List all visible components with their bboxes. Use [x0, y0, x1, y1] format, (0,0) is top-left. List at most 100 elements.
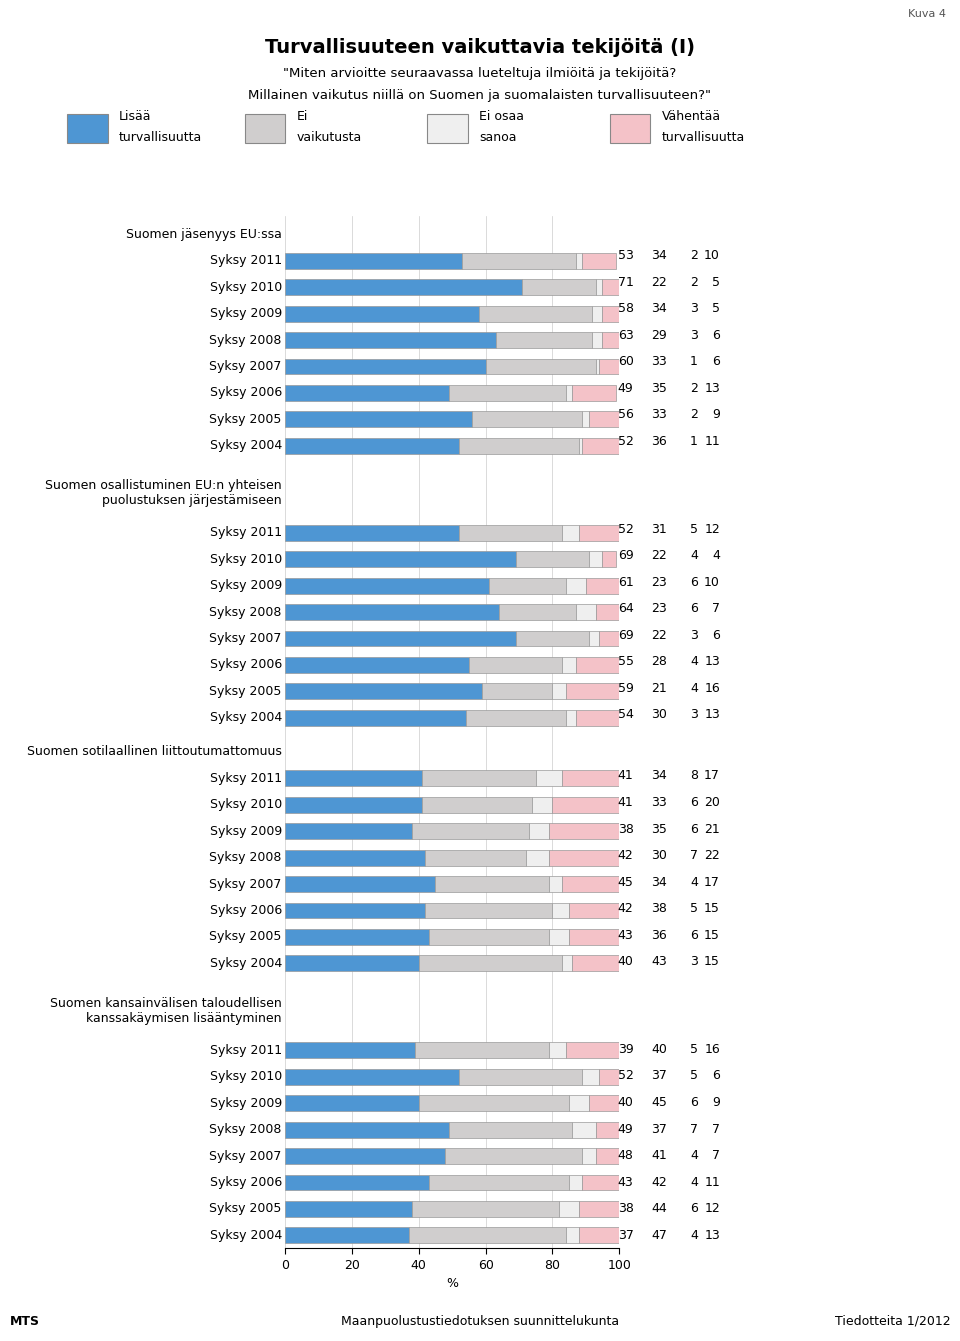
Bar — [285, 333, 495, 347]
Text: 6: 6 — [690, 602, 698, 616]
Bar — [285, 578, 489, 594]
Bar — [285, 603, 499, 620]
Text: Syksy 2011: Syksy 2011 — [209, 772, 282, 784]
Text: 49: 49 — [618, 382, 634, 396]
Text: Suomen sotilaallinen liittoutumattomuus: Suomen sotilaallinen liittoutumattomuus — [27, 746, 282, 759]
Text: 44: 44 — [652, 1202, 667, 1215]
Bar — [563, 955, 572, 971]
Bar — [572, 385, 616, 401]
Text: 69: 69 — [618, 550, 634, 562]
Text: 6: 6 — [712, 629, 720, 642]
Bar — [583, 253, 616, 268]
Bar — [526, 850, 549, 865]
Text: 47: 47 — [651, 1228, 667, 1242]
Bar — [468, 657, 563, 673]
Text: 6: 6 — [712, 329, 720, 342]
Text: Kuva 4: Kuva 4 — [907, 9, 946, 19]
Text: Lisää: Lisää — [119, 110, 152, 123]
Bar — [583, 1175, 619, 1191]
Text: Syksy 2009: Syksy 2009 — [209, 1097, 282, 1110]
Text: Syksy 2004: Syksy 2004 — [209, 439, 282, 452]
Text: 71: 71 — [617, 276, 634, 288]
Text: 6: 6 — [690, 575, 698, 589]
Text: 12: 12 — [705, 523, 720, 535]
Bar — [576, 253, 583, 268]
Bar — [583, 1148, 596, 1164]
Text: "Miten arvioitte seuraavassa lueteltuja ilmiöitä ja tekijöitä?: "Miten arvioitte seuraavassa lueteltuja … — [283, 67, 677, 80]
Text: 60: 60 — [617, 355, 634, 369]
Text: 37: 37 — [651, 1122, 667, 1136]
Text: 52: 52 — [617, 523, 634, 535]
Bar — [536, 771, 563, 786]
Bar — [449, 385, 565, 401]
Text: 7: 7 — [690, 1122, 698, 1136]
Text: Millainen vaikutus niillä on Suomen ja suomalaisten turvallisuuteen?": Millainen vaikutus niillä on Suomen ja s… — [249, 89, 711, 102]
Bar — [596, 1121, 619, 1137]
Bar — [459, 524, 563, 540]
Bar — [603, 279, 619, 295]
Bar — [285, 279, 522, 295]
Text: Syksy 2008: Syksy 2008 — [209, 334, 282, 346]
Bar — [285, 358, 486, 374]
Bar — [285, 437, 459, 453]
Bar — [482, 684, 552, 699]
Bar — [579, 1227, 622, 1243]
Bar — [285, 955, 419, 971]
Text: 59: 59 — [617, 681, 634, 695]
Text: Syksy 2007: Syksy 2007 — [209, 632, 282, 645]
Bar — [569, 902, 619, 919]
Bar — [489, 578, 565, 594]
Text: 42: 42 — [618, 849, 634, 862]
Text: 6: 6 — [712, 1069, 720, 1082]
Text: 22: 22 — [652, 629, 667, 642]
Bar — [449, 1121, 572, 1137]
Text: 40: 40 — [617, 955, 634, 968]
Text: Syksy 2010: Syksy 2010 — [209, 552, 282, 566]
Text: sanoa: sanoa — [479, 131, 516, 145]
Bar — [592, 306, 603, 322]
Text: Suomen kansainvälisen taloudellisen
kanssakäymisen lisääntyminen: Suomen kansainvälisen taloudellisen kans… — [50, 996, 282, 1025]
Text: 16: 16 — [705, 1043, 720, 1055]
Bar — [429, 1175, 569, 1191]
Text: 39: 39 — [618, 1043, 634, 1055]
Text: 6: 6 — [690, 1202, 698, 1215]
Text: 43: 43 — [618, 929, 634, 941]
Text: turvallisuutta: turvallisuutta — [119, 131, 203, 145]
Bar — [486, 358, 596, 374]
Text: 53: 53 — [617, 249, 634, 263]
Text: 13: 13 — [705, 1228, 720, 1242]
Text: 15: 15 — [704, 902, 720, 915]
Text: Syksy 2009: Syksy 2009 — [209, 579, 282, 593]
Bar — [603, 551, 616, 567]
Text: 34: 34 — [652, 249, 667, 263]
Bar — [589, 551, 603, 567]
Text: 34: 34 — [652, 302, 667, 315]
Text: 58: 58 — [617, 302, 634, 315]
Bar — [549, 929, 569, 945]
Text: Tiedotteita 1/2012: Tiedotteita 1/2012 — [835, 1314, 950, 1328]
Text: 40: 40 — [651, 1043, 667, 1055]
Text: 4: 4 — [690, 876, 698, 889]
Text: 34: 34 — [652, 876, 667, 889]
Text: Syksy 2008: Syksy 2008 — [209, 1124, 282, 1136]
Text: Syksy 2004: Syksy 2004 — [209, 1228, 282, 1242]
Text: 7: 7 — [712, 1122, 720, 1136]
Text: 41: 41 — [618, 797, 634, 809]
Text: 29: 29 — [652, 329, 667, 342]
Bar — [565, 684, 619, 699]
Text: Suomen jäsenyys EU:ssa: Suomen jäsenyys EU:ssa — [126, 228, 282, 241]
Text: 21: 21 — [705, 822, 720, 835]
Bar — [516, 630, 589, 646]
Text: 33: 33 — [652, 409, 667, 421]
Text: 4: 4 — [712, 550, 720, 562]
Bar — [583, 1069, 599, 1085]
Bar — [599, 358, 619, 374]
Bar — [285, 1175, 429, 1191]
Bar — [516, 551, 589, 567]
Text: 12: 12 — [705, 1202, 720, 1215]
Text: 63: 63 — [618, 329, 634, 342]
Text: 41: 41 — [652, 1149, 667, 1163]
Bar — [285, 1148, 445, 1164]
Bar — [552, 684, 565, 699]
Bar — [569, 1175, 583, 1191]
